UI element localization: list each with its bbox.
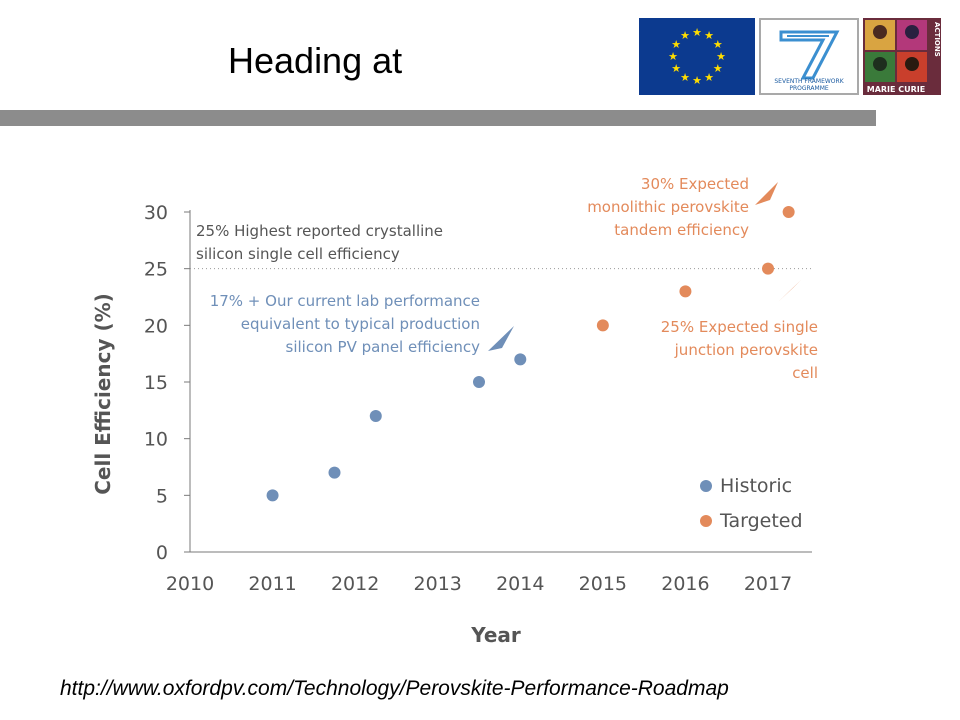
fp7-label-line2: PROGRAMME <box>789 85 829 92</box>
data-point-historic-2 <box>328 466 341 479</box>
eu-star-icon: ★ <box>692 26 702 39</box>
y-tick-label: 10 <box>144 429 168 451</box>
x-tick-label: 2015 <box>579 573 627 595</box>
x-tick-label: 2016 <box>661 573 709 595</box>
eu-star-icon: ★ <box>692 74 702 87</box>
legend: Historic Targeted <box>700 475 803 532</box>
legend-label-historic: Historic <box>720 475 792 497</box>
annotation-single-line2: junction perovskite <box>674 341 818 359</box>
fp7-mark-icon: SEVENTH FRAMEWORK PROGRAMME <box>774 30 845 92</box>
x-axis-label: Year <box>470 623 521 647</box>
y-tick-label: 25 <box>144 259 168 281</box>
annotation-lab-line2: equivalent to typical production <box>241 315 480 333</box>
y-axis-label: Cell Efficiency (%) <box>91 293 115 495</box>
header-divider-bar <box>0 110 876 126</box>
source-url: http://www.oxfordpv.com/Technology/Perov… <box>60 677 729 700</box>
x-tick-label: 2011 <box>248 573 296 595</box>
eu-star-icon: ★ <box>671 38 681 51</box>
data-point-targeted-3 <box>762 262 774 275</box>
x-tick-label: 2012 <box>331 573 379 595</box>
x-tick-label: 2010 <box>166 573 214 595</box>
annotation-tandem-line1: 30% Expected <box>641 175 749 193</box>
pointer-arrow-single <box>778 280 801 302</box>
data-point-historic-3 <box>369 410 382 422</box>
pointer-arrow-lab <box>488 326 514 351</box>
annotation-crystalline-line1: 25% Highest reported crystalline <box>196 222 443 240</box>
data-point-targeted-4 <box>782 206 795 218</box>
eu-star-icon: ★ <box>671 62 681 75</box>
eu-star-icon: ★ <box>680 29 690 42</box>
pointer-arrow-tandem <box>755 182 778 205</box>
y-tick-label: 5 <box>156 485 168 507</box>
marie-curie-logo: MARIE CURIE ACTIONS <box>863 18 941 95</box>
legend-marker-targeted <box>700 515 712 527</box>
logo-strip: ★ ★ ★ ★ ★ ★ ★ ★ ★ ★ ★ ★ SEVENTH FRAMEWORK PROGRAMME… <box>639 18 941 95</box>
annotation-lab-line1: 17% + Our current lab performance <box>210 292 480 310</box>
eu-star-icon: ★ <box>668 50 678 63</box>
y-tick-label: 15 <box>144 372 168 394</box>
annotation-single-line1: 25% Expected single <box>661 318 818 336</box>
fp7-label-line1: SEVENTH FRAMEWORK <box>774 78 844 85</box>
annotation-crystalline-line2: silicon single cell efficiency <box>196 245 400 263</box>
data-point-targeted-1 <box>596 319 609 332</box>
eu-star-icon: ★ <box>704 29 714 42</box>
x-tick-label: 2013 <box>414 573 462 595</box>
annotation-lab-line3: silicon PV panel efficiency <box>286 338 481 356</box>
annotation-single-line3: cell <box>792 364 818 382</box>
data-point-targeted-2 <box>679 285 692 298</box>
eu-star-icon: ★ <box>713 38 723 51</box>
actions-label: ACTIONS <box>933 22 941 57</box>
eu-star-icon: ★ <box>680 71 690 84</box>
eu-star-icon: ★ <box>716 50 726 63</box>
eu-flag-logo: ★ ★ ★ ★ ★ ★ ★ ★ ★ ★ ★ ★ <box>639 18 755 95</box>
slide-heading: Heading at <box>228 40 403 81</box>
fp7-logo: SEVENTH FRAMEWORK PROGRAMME <box>759 18 859 95</box>
data-point-historic-5 <box>514 353 527 366</box>
eu-star-icon: ★ <box>704 71 714 84</box>
data-point-historic-1 <box>266 489 279 502</box>
x-tick-label: 2014 <box>496 573 544 595</box>
marie-curie-label: MARIE CURIE <box>867 85 926 94</box>
eu-stars-icon: ★ ★★★★★★★★★★★ <box>668 26 726 87</box>
data-point-historic-4 <box>473 376 485 388</box>
x-tick-label: 2017 <box>744 573 792 595</box>
y-tick-label: 20 <box>144 315 168 337</box>
y-tick-label: 30 <box>144 202 168 224</box>
y-tick-label: 0 <box>156 542 168 564</box>
marie-curie-portraits-icon: MARIE CURIE ACTIONS <box>865 20 941 94</box>
annotation-tandem-line2: monolithic perovskite <box>587 198 749 216</box>
annotation-tandem-line3: tandem efficiency <box>614 221 749 239</box>
legend-marker-historic <box>700 480 712 492</box>
eu-star-icon: ★ <box>713 62 723 75</box>
legend-label-targeted: Targeted <box>719 510 803 532</box>
